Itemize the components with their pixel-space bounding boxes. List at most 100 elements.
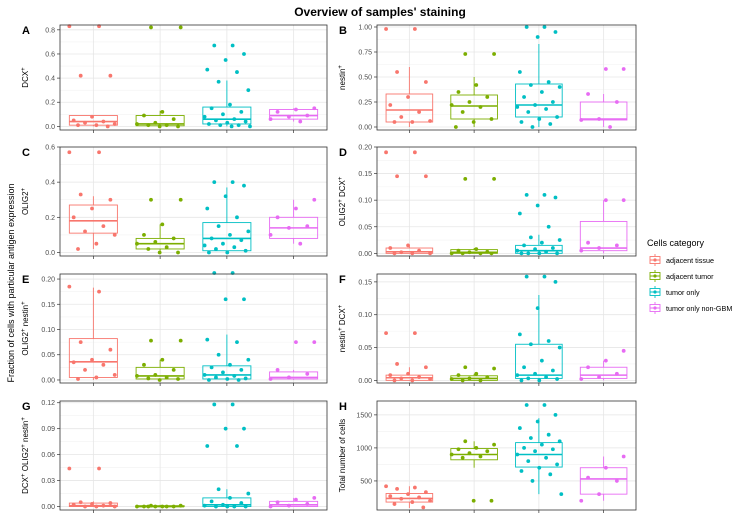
data-point bbox=[246, 229, 251, 234]
y-axis-label-superscript: + bbox=[338, 65, 344, 69]
data-point bbox=[214, 118, 218, 123]
data-point bbox=[243, 376, 248, 381]
data-point bbox=[399, 496, 404, 501]
data-point bbox=[519, 378, 524, 383]
data-point bbox=[557, 345, 562, 350]
data-point bbox=[555, 251, 559, 256]
data-point bbox=[205, 337, 210, 342]
data-point bbox=[597, 246, 601, 250]
y-tick-label: 1500 bbox=[356, 412, 372, 419]
data-point bbox=[312, 340, 317, 345]
data-point bbox=[164, 245, 169, 250]
data-point bbox=[586, 475, 590, 480]
plot-area bbox=[60, 147, 327, 256]
y-axis-label-part: nestin bbox=[21, 305, 30, 329]
panel-letter: D bbox=[339, 147, 347, 159]
data-point bbox=[597, 375, 601, 379]
data-point bbox=[449, 377, 454, 381]
data-point bbox=[489, 117, 494, 121]
data-point bbox=[202, 373, 207, 377]
y-axis-label-part: OLIG2 bbox=[338, 202, 347, 226]
y-tick-label: 0.2 bbox=[45, 215, 55, 222]
panel-border bbox=[59, 146, 328, 257]
data-point bbox=[232, 245, 237, 250]
data-point bbox=[546, 339, 551, 343]
data-point bbox=[232, 117, 237, 122]
data-point bbox=[478, 105, 483, 109]
panel-A: 0.0 0.2 0.4 0.6 0.8 A DCX+ bbox=[21, 24, 328, 133]
data-point bbox=[90, 357, 94, 362]
data-point bbox=[395, 70, 399, 74]
data-point bbox=[209, 499, 214, 504]
y-axis-label-superscript: + bbox=[338, 176, 344, 180]
data-point bbox=[225, 504, 230, 509]
y-axis-label-part: nestin bbox=[338, 331, 347, 352]
data-point bbox=[178, 197, 183, 202]
legend-item: adjacent tumor bbox=[647, 268, 714, 284]
box-D-4 bbox=[579, 200, 628, 254]
data-point bbox=[478, 378, 483, 383]
data-point bbox=[428, 119, 432, 123]
y-tick-label: 0.10 bbox=[358, 198, 372, 205]
data-point bbox=[537, 251, 542, 256]
data-point bbox=[542, 274, 547, 279]
data-point bbox=[205, 206, 210, 211]
data-point bbox=[225, 377, 230, 381]
y-axis-label-superscript: + bbox=[21, 473, 27, 477]
box-body bbox=[202, 222, 252, 252]
y-axis-label-part: OLIG2 bbox=[21, 447, 30, 473]
data-point bbox=[522, 95, 526, 99]
y-axis-label-part: Total number of cells bbox=[338, 419, 347, 492]
data-point bbox=[83, 229, 87, 234]
y-axis-label-superscript: + bbox=[21, 417, 27, 421]
data-point bbox=[530, 479, 535, 483]
data-point bbox=[209, 106, 214, 111]
data-point bbox=[474, 371, 479, 376]
data-point bbox=[90, 114, 94, 119]
data-point bbox=[105, 124, 110, 129]
y-tick-label: 0.2 bbox=[45, 100, 55, 107]
data-point bbox=[275, 215, 280, 220]
data-point bbox=[202, 114, 207, 119]
box-B-1 bbox=[385, 67, 434, 127]
data-point bbox=[71, 118, 76, 123]
data-point bbox=[153, 504, 158, 509]
data-point bbox=[412, 485, 417, 490]
data-point bbox=[557, 439, 562, 444]
data-point bbox=[207, 378, 211, 382]
data-point bbox=[232, 374, 237, 378]
data-point bbox=[579, 377, 584, 381]
data-point bbox=[557, 85, 562, 89]
legend-label: adjacent tissue bbox=[666, 256, 714, 265]
data-point bbox=[160, 504, 165, 509]
data-point bbox=[268, 377, 273, 381]
data-point bbox=[621, 454, 626, 459]
data-point bbox=[526, 459, 531, 464]
data-point bbox=[212, 180, 217, 185]
data-point bbox=[399, 250, 404, 255]
data-point bbox=[485, 449, 490, 454]
data-point bbox=[246, 88, 251, 93]
box-body bbox=[579, 220, 628, 252]
y-tick-label: 0.00 bbox=[358, 125, 372, 132]
data-point bbox=[542, 25, 547, 29]
box-body bbox=[68, 338, 118, 378]
data-point bbox=[546, 80, 551, 84]
data-point bbox=[474, 247, 479, 251]
data-point bbox=[76, 247, 80, 251]
data-point bbox=[449, 452, 454, 457]
y-axis-label-superscript: + bbox=[21, 301, 27, 305]
data-point bbox=[97, 150, 101, 155]
data-point bbox=[533, 449, 537, 454]
plot-area bbox=[377, 401, 636, 510]
panel-letter: G bbox=[22, 401, 31, 413]
data-point bbox=[463, 52, 468, 56]
data-point bbox=[268, 117, 273, 122]
data-point bbox=[312, 106, 317, 111]
panel-letter: A bbox=[22, 25, 30, 37]
legend-label: tumor only non-GBM bbox=[666, 304, 732, 313]
data-point bbox=[388, 373, 393, 378]
y-tick-label: 0.0 bbox=[45, 124, 55, 131]
box-body bbox=[579, 467, 628, 495]
